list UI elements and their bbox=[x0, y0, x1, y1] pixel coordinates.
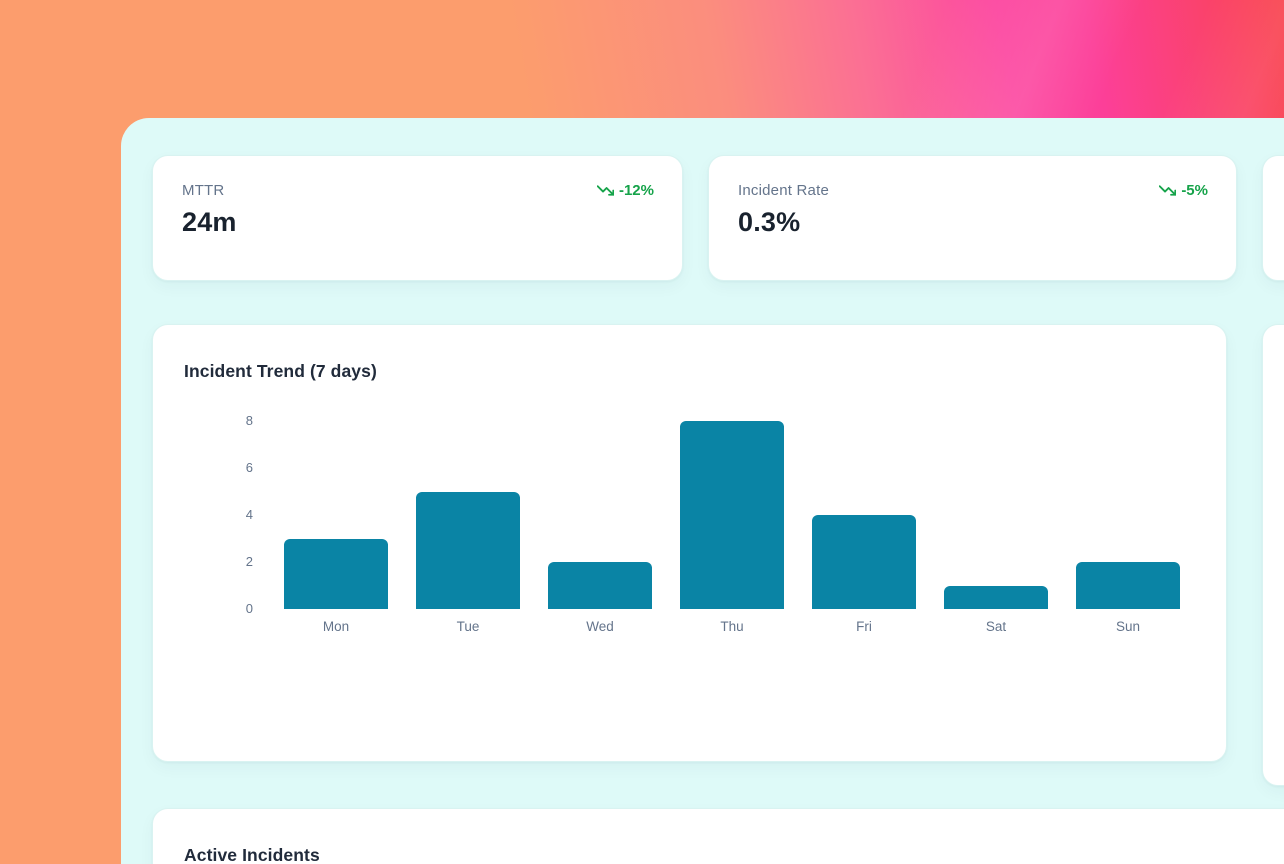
kpi-card-clipped bbox=[1262, 155, 1284, 281]
bar-fri[interactable] bbox=[812, 515, 916, 609]
kpi-label: Incident Rate bbox=[738, 182, 829, 199]
chart-title: Incident Trend (7 days) bbox=[184, 361, 377, 381]
bar-chart: 0 2 4 6 8 Mon Tue Wed Thu Fri Sat Sun bbox=[153, 325, 1226, 761]
y-axis-tick-8: 8 bbox=[245, 413, 253, 428]
x-axis-label-thu: Thu bbox=[720, 619, 744, 634]
kpi-delta-badge: -5% bbox=[1159, 182, 1208, 199]
y-axis-tick-6: 6 bbox=[245, 460, 253, 475]
kpi-delta-value: -12% bbox=[618, 182, 654, 199]
bar-thu[interactable] bbox=[680, 421, 784, 609]
bar-wed[interactable] bbox=[548, 562, 652, 609]
kpi-card-header: Incident Rate -5% bbox=[738, 182, 1208, 199]
kpi-card-header: MTTR -12% bbox=[182, 182, 654, 199]
x-axis-label-sat: Sat bbox=[985, 619, 1007, 634]
active-incidents-card: Active Incidents bbox=[152, 808, 1284, 864]
kpi-value: 0.3% bbox=[738, 207, 801, 237]
dashboard-panel: MTTR -12% 24m Incident Rate bbox=[121, 118, 1284, 864]
bar-sat[interactable] bbox=[944, 585, 1048, 609]
bar-tue[interactable] bbox=[416, 491, 520, 609]
x-axis-label-sun: Sun bbox=[1115, 619, 1141, 634]
x-axis-label-tue: Tue bbox=[456, 619, 480, 634]
x-axis-label-mon: Mon bbox=[322, 619, 350, 634]
y-axis-tick-4: 4 bbox=[245, 507, 253, 522]
bar-sun[interactable] bbox=[1076, 562, 1180, 609]
kpi-delta-badge: -12% bbox=[596, 182, 654, 199]
incident-trend-card: Incident Trend (7 days) 0 2 4 6 8 Mon Tue Wed Th… bbox=[152, 324, 1227, 762]
kpi-card-mttr: MTTR -12% 24m bbox=[152, 155, 683, 281]
kpi-card-incident-rate: Incident Rate -5% 0.3% bbox=[708, 155, 1237, 281]
x-axis-label-fri: Fri bbox=[856, 619, 872, 634]
x-axis-label-wed: Wed bbox=[586, 619, 614, 634]
kpi-label: MTTR bbox=[182, 182, 225, 199]
y-axis-tick-2: 2 bbox=[245, 554, 253, 569]
active-incidents-title: Active Incidents bbox=[184, 845, 320, 864]
kpi-value: 24m bbox=[182, 207, 237, 237]
side-card-clipped bbox=[1262, 324, 1284, 786]
trending-down-icon bbox=[596, 185, 614, 196]
y-axis-tick-0: 0 bbox=[245, 601, 253, 616]
kpi-delta-value: -5% bbox=[1181, 182, 1208, 199]
bar-mon[interactable] bbox=[284, 538, 388, 609]
trending-down-icon bbox=[1159, 185, 1177, 196]
